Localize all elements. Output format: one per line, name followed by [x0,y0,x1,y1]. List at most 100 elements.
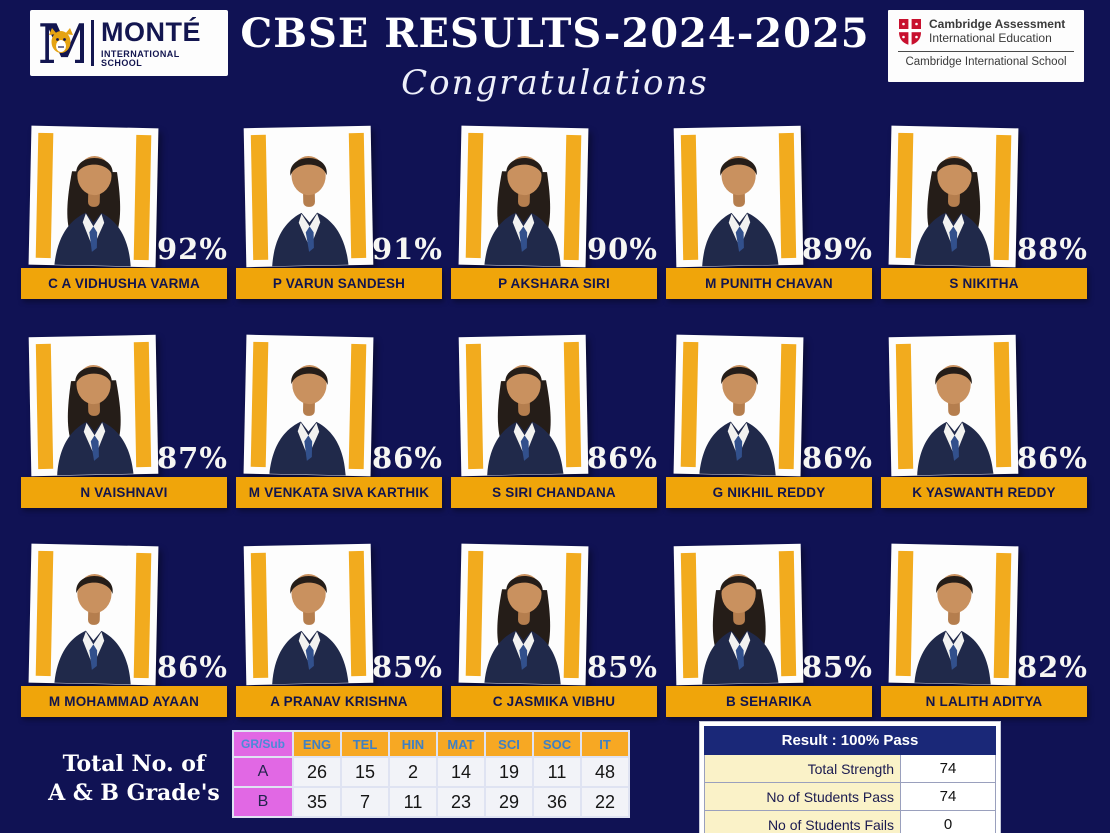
grades-subject-header: MAT [436,730,486,758]
student-percent: 86% [1017,441,1088,475]
student-name-banner: K YASWANTH REDDY [881,477,1087,508]
student-card: 86% S SIRI CHANDANA [451,334,658,508]
student-photo [483,574,561,685]
grades-subject-header: IT [580,730,630,758]
grades-subject-header: SCI [484,730,534,758]
result-value: 74 [900,754,996,783]
student-photo [698,365,776,476]
student-percent: 85% [587,650,658,684]
student-percent: 82% [1017,650,1088,684]
student-card: 85% A PRANAV KRISHNA [236,543,443,717]
student-card: 88% S NIKITHA [881,125,1087,299]
grades-subject-header: SOC [532,730,582,758]
result-row: No of Students Fails 0 [704,810,996,833]
student-card: 86% M MOHAMMAD AYAAN [21,543,228,717]
grade-count: 19 [484,756,534,788]
result-header: Result : 100% Pass [704,726,996,755]
monte-m-tiger-icon: M [38,16,84,70]
student-card: 92% C A VIDHUSHA VARMA [21,125,228,299]
student-photo [701,574,778,685]
grades-subject-header: TEL [340,730,390,758]
student-photo [53,156,131,267]
grade-count: 36 [532,786,582,818]
school-name-subtitle: INTERNATIONAL SCHOOL [101,48,180,68]
student-photo-frame [673,543,804,686]
student-photo [483,156,561,267]
cambridge-shield-icon [899,19,921,45]
student-photo-frame [888,125,1019,268]
grades-data-row: A 26 15 2 14 19 11 48 [232,756,630,788]
student-photo-frame [28,125,159,268]
grades-caption: Total No. of A & B Grade's [28,750,240,807]
student-percent: 85% [372,650,443,684]
student-name-banner: N VAISHNAVI [21,477,227,508]
student-card: 86% K YASWANTH REDDY [881,334,1088,508]
result-row: No of Students Pass 74 [704,782,996,811]
student-percent: 89% [802,232,873,266]
student-name-banner: C A VIDHUSHA VARMA [21,268,227,299]
result-value: 74 [900,782,996,811]
student-card: 87% N VAISHNAVI [21,334,227,508]
student-percent: 86% [157,650,228,684]
student-card: 82% N LALITH ADITYA [881,543,1088,717]
grade-count: 29 [484,786,534,818]
student-name-banner: S SIRI CHANDANA [451,477,657,508]
grade-count: 22 [580,786,630,818]
cambridge-school-line: Cambridge International School [905,56,1067,68]
logo-divider [91,20,94,66]
student-photo-frame [243,543,374,686]
result-summary: Result : 100% Pass Total Strength 74 No of … [700,722,1000,833]
school-logo: M MONTÉ INTERNATIONAL SCHOOL [30,10,228,76]
student-percent: 85% [802,650,873,684]
congratulations-text: Congratulations [401,63,709,103]
school-name: MONTÉ [101,16,201,47]
student-percent: 92% [157,232,228,266]
grade-count: 35 [292,786,342,818]
student-card: 90% P AKSHARA SIRI [451,125,657,299]
grade-count: 23 [436,786,486,818]
student-photo-frame [243,334,374,477]
grade-count: 7 [340,786,390,818]
student-photo [701,156,778,267]
student-name-banner: M VENKATA SIVA KARTHIK [236,477,442,508]
student-name-banner: G NIKHIL REDDY [666,477,872,508]
grades-subject-header: HIN [388,730,438,758]
student-name-banner: C JASMIKA VIBHU [451,686,657,717]
cambridge-divider [898,51,1074,52]
grades-corner-cell: GR/Sub [232,730,294,758]
grades-header-row: GR/Sub ENG TEL HIN MAT SCI SOC IT [232,730,630,758]
student-card: 86% M VENKATA SIVA KARTHIK [236,334,442,508]
grade-count: 2 [388,756,438,788]
grade-count: 14 [436,756,486,788]
student-percent: 91% [372,232,443,266]
result-label: Total Strength [704,754,901,783]
student-photo [56,365,133,476]
result-header-row: Result : 100% Pass [704,726,996,755]
student-photo [486,365,563,476]
student-photo [913,574,991,685]
result-value: 0 [900,810,996,833]
student-card: 85% C JASMIKA VIBHU [451,543,658,717]
student-name-banner: M PUNITH CHAVAN [666,268,872,299]
grades-table: GR/Sub ENG TEL HIN MAT SCI SOC IT A 26 15 2 14 19 11 48… [232,730,630,818]
student-photo-frame [458,125,589,268]
grade-count: 48 [580,756,630,788]
grades-subject-header: ENG [292,730,342,758]
student-photo-frame [888,334,1019,477]
student-photo-frame [243,125,374,268]
student-card: 89% M PUNITH CHAVAN [666,125,873,299]
cambridge-line2: International Education [929,31,1052,45]
student-photo-frame [673,125,804,268]
result-label: No of Students Fails [704,810,901,833]
grade-label: B [232,786,294,818]
result-row: Total Strength 74 [704,754,996,783]
grade-count: 11 [532,756,582,788]
grade-count: 15 [340,756,390,788]
student-photo-frame [28,543,159,686]
student-photo-frame [458,543,589,686]
student-percent: 86% [802,441,873,475]
student-percent: 86% [587,441,658,475]
student-card: 91% P VARUN SANDESH [236,125,443,299]
grade-label: A [232,756,294,788]
student-photo [916,365,993,476]
